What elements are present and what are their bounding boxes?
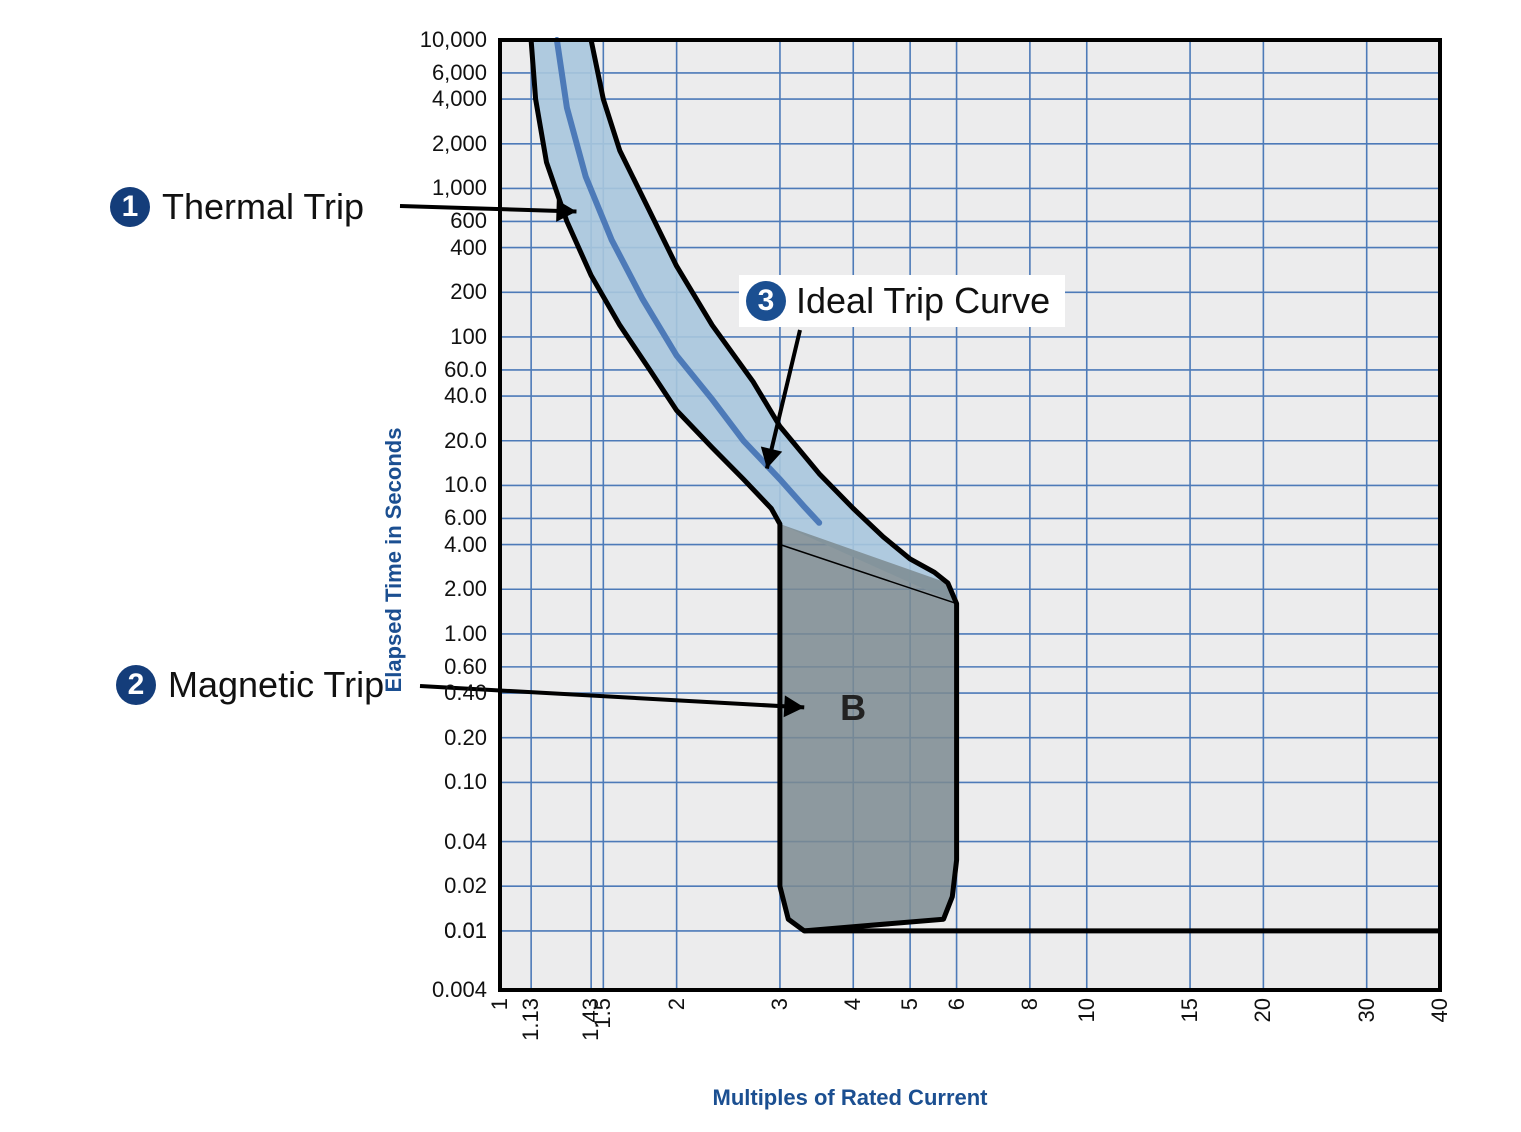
annotation-ideal-curve: 3 Ideal Trip Curve [740, 276, 1064, 326]
y-tick-label: 0.20 [444, 725, 487, 751]
badge-2-icon: 2 [116, 665, 156, 705]
x-tick-label: 8 [1017, 998, 1043, 1010]
y-tick-label: 0.01 [444, 918, 487, 944]
y-tick-label: 600 [450, 208, 487, 234]
y-tick-label: 4,000 [432, 86, 487, 112]
y-tick-label: 0.40 [444, 680, 487, 706]
trip-curve-chart: 10,0006,0004,0002,0001,00060040020010060… [0, 0, 1521, 1127]
badge-1-icon: 1 [110, 187, 150, 227]
annotation-thermal-trip: 1 Thermal Trip [110, 186, 364, 228]
annotation-magnetic-trip: 2 Magnetic Trip [116, 664, 384, 706]
y-tick-label: 200 [450, 279, 487, 305]
y-tick-label: 60.0 [444, 357, 487, 383]
x-tick-label: 10 [1074, 998, 1100, 1022]
x-tick-label: 2 [664, 998, 690, 1010]
region-B-label: B [840, 687, 866, 729]
x-tick-label: 30 [1354, 998, 1380, 1022]
y-tick-label: 0.02 [444, 873, 487, 899]
annotation-2-text: Magnetic Trip [168, 664, 384, 706]
y-axis-title: Elapsed Time in Seconds [381, 428, 407, 693]
x-tick-label: 1.5 [590, 998, 616, 1029]
y-tick-label: 6.00 [444, 505, 487, 531]
x-tick-label: 1 [487, 998, 513, 1010]
y-tick-label: 40.0 [444, 383, 487, 409]
chart-svg [0, 0, 1521, 1127]
y-tick-label: 0.60 [444, 654, 487, 680]
x-tick-label: 4 [840, 998, 866, 1010]
y-tick-label: 6,000 [432, 60, 487, 86]
x-tick-label: 15 [1177, 998, 1203, 1022]
y-tick-label: 1.00 [444, 621, 487, 647]
x-tick-label: 6 [944, 998, 970, 1010]
x-tick-label: 5 [897, 998, 923, 1010]
y-tick-label: 4.00 [444, 532, 487, 558]
y-tick-label: 0.10 [444, 769, 487, 795]
y-tick-label: 10.0 [444, 472, 487, 498]
x-tick-label: 20 [1250, 998, 1276, 1022]
annotation-1-text: Thermal Trip [162, 186, 364, 228]
y-tick-label: 100 [450, 324, 487, 350]
y-tick-label: 2.00 [444, 576, 487, 602]
x-tick-label: 3 [767, 998, 793, 1010]
badge-3-icon: 3 [746, 281, 786, 321]
y-tick-label: 0.04 [444, 829, 487, 855]
y-tick-label: 20.0 [444, 428, 487, 454]
annotation-3-text: Ideal Trip Curve [796, 280, 1050, 322]
x-tick-label: 40 [1427, 998, 1453, 1022]
x-axis-title: Multiples of Rated Current [712, 1085, 987, 1111]
y-tick-label: 0.004 [432, 977, 487, 1003]
y-tick-label: 2,000 [432, 131, 487, 157]
y-tick-label: 400 [450, 235, 487, 261]
y-tick-label: 10,000 [420, 27, 487, 53]
y-tick-label: 1,000 [432, 175, 487, 201]
x-tick-label: 1.13 [518, 998, 544, 1041]
